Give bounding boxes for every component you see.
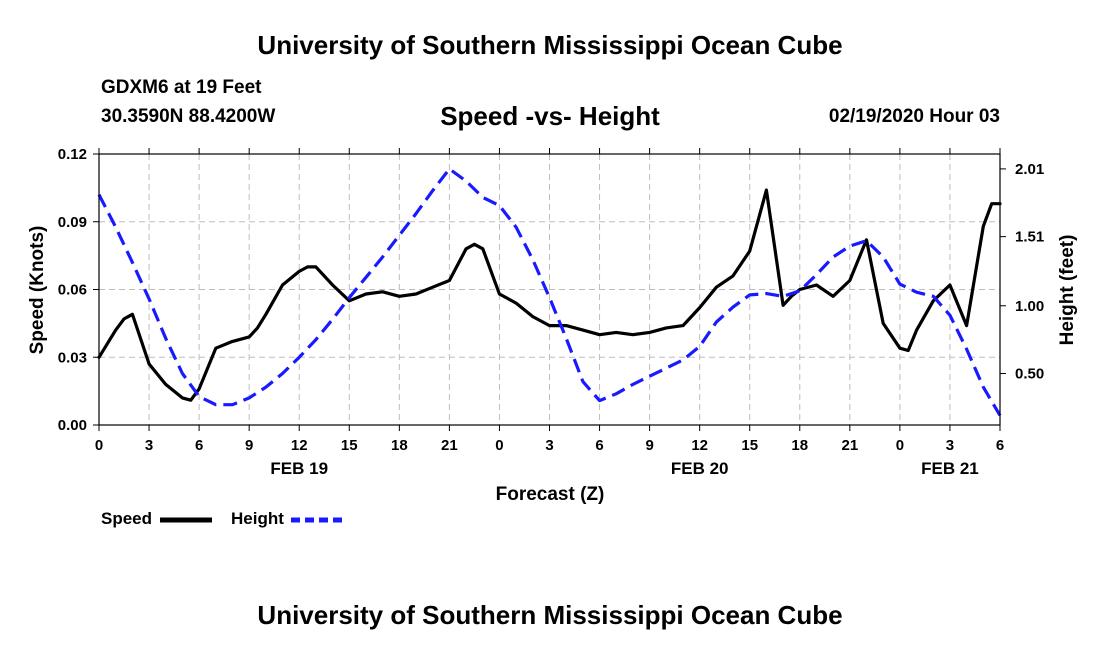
x-tick-label: 18 [391, 437, 408, 454]
station-label: GDXM6 at 19 Feet [101, 77, 262, 98]
x-tick-label: 6 [195, 437, 203, 454]
y-tick-label: 0.06 [58, 282, 87, 299]
x-tick-label: 0 [495, 437, 503, 454]
x-tick-label: 12 [691, 437, 708, 454]
x-tick-label: 21 [841, 437, 858, 454]
axes: 0 3 6 9 12 15 18 21 0 3 6 9 12 15 18 21 0 3 6 FEB 19 FEB 20 F… [58, 146, 1044, 478]
date-label: FEB 19 [270, 459, 328, 478]
y-tick-label: 0.12 [58, 146, 87, 163]
x-tick-label: 3 [545, 437, 553, 454]
y-tick-label: 0.09 [58, 214, 87, 231]
legend: Speed Height [101, 509, 343, 528]
x-tick-label: 3 [946, 437, 954, 454]
grid [98, 154, 1001, 425]
page-title: University of Southern Mississippi Ocean… [257, 30, 843, 60]
speed-series-line [97, 188, 1002, 402]
x-axis-label: Forecast (Z) [496, 484, 605, 505]
x-tick-label: 6 [595, 437, 603, 454]
y-tick-label: 0.00 [58, 417, 87, 434]
y2-tick-label: 0.50 [1015, 366, 1044, 383]
y2-axis-label: Height (feet) [1057, 235, 1078, 346]
forecast-datetime: 02/19/2020 Hour 03 [828, 106, 1000, 127]
chart-title: Speed -vs- Height [440, 101, 660, 131]
x-tick-label: 21 [441, 437, 458, 454]
x-tick-label: 9 [245, 437, 253, 454]
x-tick-label: 15 [741, 437, 758, 454]
x-tick-label: 15 [341, 437, 358, 454]
height-series-line [97, 167, 1002, 417]
series-layer [97, 167, 1002, 417]
x-tick-label: 9 [645, 437, 653, 454]
station-coordinates: 30.3590N 88.4200W [101, 106, 276, 127]
y2-tick-label: 1.51 [1015, 229, 1044, 246]
footer-title: University of Southern Mississippi Ocean… [257, 600, 843, 630]
x-tick-label: 3 [145, 437, 153, 454]
date-label: FEB 20 [671, 459, 729, 478]
y-axis-label: Speed (Knots) [27, 226, 48, 355]
legend-height-label: Height [231, 509, 284, 528]
y2-tick-label: 2.01 [1015, 161, 1044, 178]
date-label: FEB 21 [921, 459, 979, 478]
x-tick-label: 18 [791, 437, 808, 454]
y2-tick-label: 1.00 [1015, 298, 1044, 315]
legend-speed-label: Speed [101, 509, 152, 528]
x-tick-label: 12 [291, 437, 308, 454]
x-tick-label: 6 [996, 437, 1004, 454]
x-tick-label: 0 [896, 437, 904, 454]
y-tick-label: 0.03 [58, 349, 87, 366]
x-tick-label: 0 [95, 437, 103, 454]
